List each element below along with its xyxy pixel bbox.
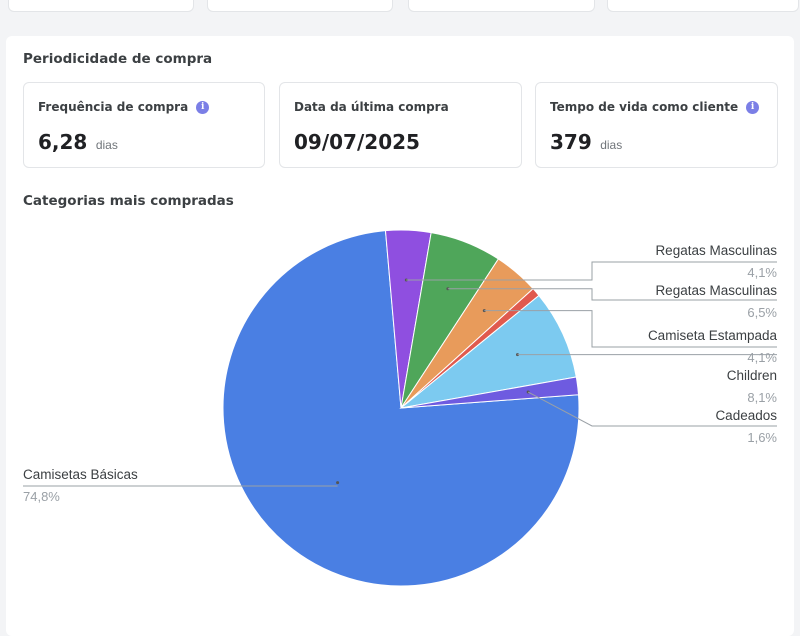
top-card-4 (607, 0, 799, 12)
slice-percent: 4,1% (747, 265, 777, 280)
metric-unit: dias (600, 138, 623, 152)
slice-label: Cadeados (715, 408, 777, 423)
metric-label: Data da última compra (294, 100, 449, 114)
slice-label: Regatas Masculinas (655, 283, 777, 298)
metric-card-frequencia: Frequência de compra i 6,28 dias (23, 82, 265, 168)
metric-label-text: Tempo de vida como cliente (550, 100, 739, 114)
leader-line (406, 261, 777, 281)
slice-percent: 74,8% (23, 489, 60, 504)
slice-percent: 6,5% (747, 305, 777, 320)
metric-value: 379 (550, 130, 592, 154)
pie-slice[interactable] (400, 376, 580, 409)
leader-line (447, 288, 777, 301)
slice-percent: 4,1% (747, 350, 777, 365)
metric-value-row: 6,28 dias (38, 130, 118, 154)
metric-unit: dias (95, 138, 118, 152)
slice-percent: 1,6% (747, 430, 777, 445)
slice-label: Regatas Masculinas (655, 243, 777, 258)
pie-slice[interactable] (399, 294, 577, 409)
metric-label-text: Data da última compra (294, 100, 449, 114)
metric-label: Frequência de compra i (38, 100, 210, 114)
metric-value-row: 09/07/2025 (294, 130, 420, 154)
top-card-2 (207, 0, 393, 12)
slice-label: Children (727, 368, 777, 383)
slice-label: Camisetas Básicas (23, 467, 138, 482)
metric-value: 6,28 (38, 130, 88, 154)
top-card-1 (8, 0, 194, 12)
pie-chart: Camisetas Básicas 74,8% Regatas Masculinas… (23, 229, 778, 587)
info-icon[interactable]: i (196, 100, 210, 114)
categorias-title: Categorias mais compradas (23, 193, 234, 209)
metric-value-row: 379 dias (550, 130, 622, 154)
metric-label: Tempo de vida como cliente i (550, 100, 760, 114)
slice-percent: 8,1% (747, 390, 777, 405)
top-card-3 (408, 0, 595, 12)
leader-line (527, 391, 777, 427)
slice-label: Camiseta Estampada (648, 328, 778, 343)
info-icon[interactable]: i (746, 100, 760, 114)
periodicidade-title: Periodicidade de compra (23, 51, 213, 67)
metric-card-ultima-compra: Data da última compra 09/07/2025 (279, 82, 522, 168)
leader-dot (336, 481, 340, 485)
leader-line (484, 310, 777, 348)
metric-value: 09/07/2025 (294, 130, 420, 154)
metric-label-text: Frequência de compra (38, 100, 189, 114)
metric-card-tempo-de-vida: Tempo de vida como cliente i 379 dias (535, 82, 778, 168)
